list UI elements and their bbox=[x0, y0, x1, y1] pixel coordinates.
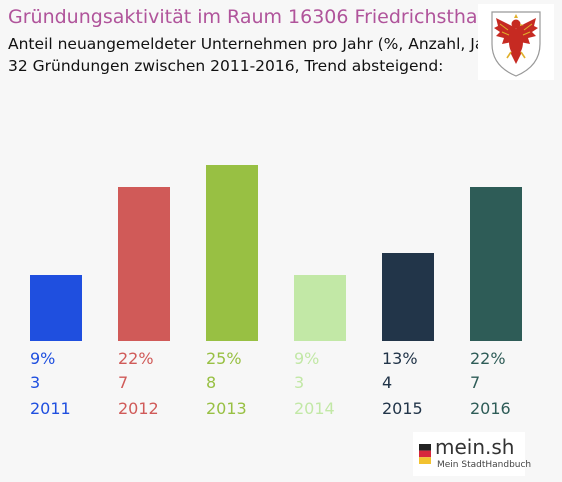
bar-2013 bbox=[206, 165, 258, 341]
percent-label-2016: 22% bbox=[470, 349, 506, 368]
count-label-2016: 7 bbox=[470, 373, 480, 392]
bar-2014 bbox=[294, 275, 346, 341]
bar-2012 bbox=[118, 187, 170, 341]
count-label-2012: 7 bbox=[118, 373, 128, 392]
bar-2011 bbox=[30, 275, 82, 341]
count-label-2013: 8 bbox=[206, 373, 216, 392]
percent-label-2012: 22% bbox=[118, 349, 154, 368]
percent-label-2011: 9% bbox=[30, 349, 55, 368]
bar-2016 bbox=[470, 187, 522, 341]
percent-label-2015: 13% bbox=[382, 349, 418, 368]
year-label-2016: 2016 bbox=[470, 399, 511, 418]
coat-of-arms-icon bbox=[478, 4, 554, 80]
chart-summary: 32 Gründungen zwischen 2011-2016, Trend … bbox=[8, 57, 444, 75]
year-label-2011: 2011 bbox=[30, 399, 71, 418]
bar-2015 bbox=[382, 253, 434, 341]
chart-subtitle: Anteil neuangemeldeter Unternehmen pro J… bbox=[8, 35, 507, 53]
page-title: Gründungsaktivität im Raum 16306 Friedri… bbox=[8, 6, 483, 28]
year-label-2014: 2014 bbox=[294, 399, 335, 418]
year-label-2013: 2013 bbox=[206, 399, 247, 418]
logo-wordmark: mein.sh bbox=[435, 435, 515, 459]
logo-tagline: Mein StadtHandbuch bbox=[437, 460, 532, 470]
mein-sh-logo: mein.sh Mein StadtHandbuch bbox=[413, 432, 531, 476]
percent-label-2013: 25% bbox=[206, 349, 242, 368]
percent-label-2014: 9% bbox=[294, 349, 319, 368]
count-label-2011: 3 bbox=[30, 373, 40, 392]
count-label-2014: 3 bbox=[294, 373, 304, 392]
germany-flag-icon bbox=[419, 444, 431, 464]
year-label-2012: 2012 bbox=[118, 399, 159, 418]
count-label-2015: 4 bbox=[382, 373, 392, 392]
year-label-2015: 2015 bbox=[382, 399, 423, 418]
